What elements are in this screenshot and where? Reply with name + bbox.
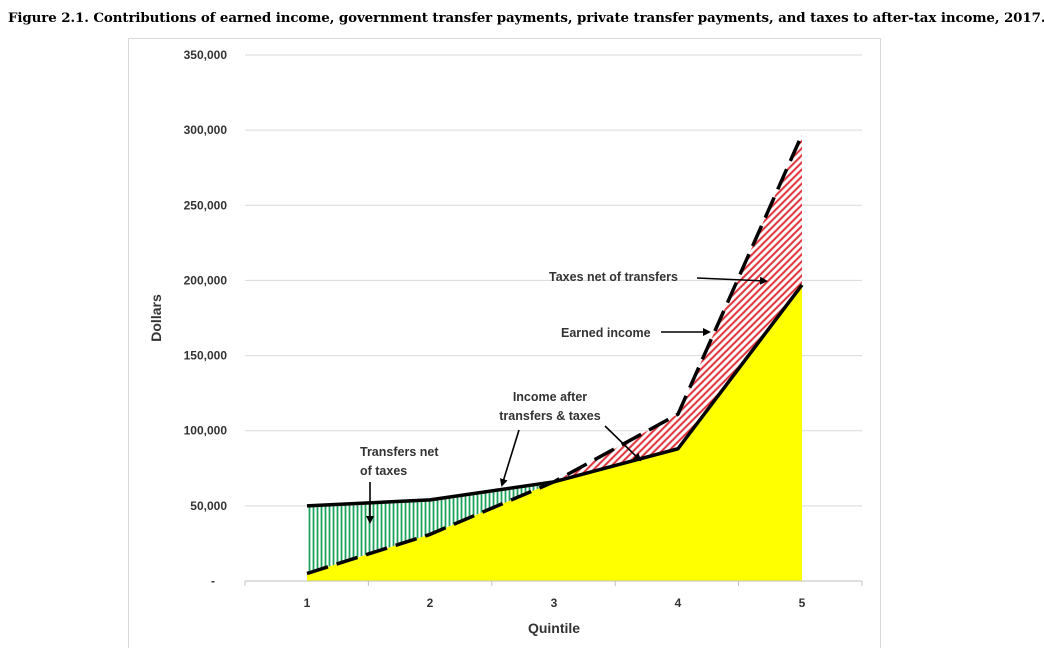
x-axis-title: Quintile bbox=[528, 620, 580, 636]
annotation-taxes-label: Taxes net of transfers bbox=[549, 270, 678, 284]
y-tick-label: 200,000 bbox=[184, 273, 228, 287]
y-tick-label: 150,000 bbox=[184, 349, 228, 363]
y-tick-label-zero: - bbox=[211, 574, 215, 588]
x-tick-label: 4 bbox=[675, 596, 682, 610]
chart-frame bbox=[128, 38, 881, 648]
figure-title: Figure 2.1. Contributions of earned inco… bbox=[8, 10, 1044, 26]
x-tick-label: 1 bbox=[304, 596, 311, 610]
y-axis-title: Dollars bbox=[148, 294, 164, 342]
taxes-net-of-transfers-area bbox=[554, 134, 802, 482]
y-tick-label: 250,000 bbox=[184, 198, 228, 212]
x-tick-label: 2 bbox=[427, 596, 434, 610]
transfers-net-of-taxes-area bbox=[307, 481, 554, 574]
after-tax-income-area bbox=[307, 284, 802, 581]
earned-income-line bbox=[306, 133, 804, 576]
annotation-after-tax-label: Income after bbox=[513, 390, 587, 404]
y-tick-label: 50,000 bbox=[190, 499, 227, 513]
x-tick-label: 3 bbox=[551, 596, 558, 610]
annotation-after-tax-label: transfers & taxes bbox=[499, 409, 600, 423]
annotation-transfers-label: Transfers net bbox=[360, 445, 439, 459]
annotation-earned-label: Earned income bbox=[561, 326, 651, 340]
x-tick-label: 5 bbox=[799, 596, 806, 610]
annotation-after-tax-arrow-2 bbox=[604, 425, 642, 462]
annotation-transfers-label: of taxes bbox=[360, 464, 407, 478]
y-tick-label: 300,000 bbox=[184, 123, 228, 137]
y-tick-label: 100,000 bbox=[184, 424, 228, 438]
annotation-after-tax-arrow bbox=[499, 429, 520, 487]
y-tick-label: 350,000 bbox=[184, 48, 228, 62]
annotation-taxes-arrow bbox=[696, 276, 768, 285]
